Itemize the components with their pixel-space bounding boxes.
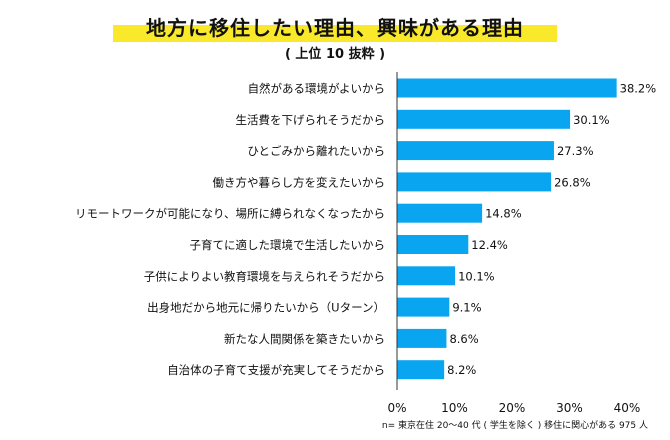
- title-highlight: [113, 25, 557, 42]
- bar: [397, 203, 483, 223]
- value-label: 8.2%: [447, 363, 476, 377]
- value-label: 26.8%: [554, 175, 591, 189]
- category-label: 子供によりよい教育環境を与えられそうだから: [144, 269, 385, 283]
- x-tick-label: 30%: [556, 401, 583, 415]
- category-label: 自然がある環境がよいから: [248, 82, 385, 96]
- chart-title: 地方に移住したい理由、興味がある理由: [146, 16, 524, 40]
- bar: [397, 109, 571, 129]
- value-label: 8.6%: [449, 332, 478, 346]
- bar: [397, 328, 447, 348]
- category-label: 新たな人間関係を築きたいから: [224, 332, 385, 346]
- value-label: 9.1%: [452, 301, 481, 315]
- bar: [397, 78, 617, 98]
- x-tick-label: 20%: [499, 401, 526, 415]
- bar: [397, 297, 450, 317]
- value-label: 12.4%: [471, 238, 508, 252]
- category-label: 働き方や暮らし方を変えたいから: [213, 175, 386, 189]
- bar: [397, 172, 552, 192]
- value-label: 14.8%: [485, 207, 522, 221]
- chart-subtitle: ( 上位 10 抜粋 ): [284, 47, 386, 62]
- x-tick-label: 0%: [387, 401, 406, 415]
- bar: [397, 235, 469, 254]
- sample-note: n= 東京在住 20〜40 代 ( 学生を除く ) 移住に関心がある 975 人: [381, 421, 648, 431]
- bar: [397, 360, 445, 380]
- value-label: 38.2%: [620, 82, 657, 96]
- bar: [397, 141, 554, 161]
- value-label: 27.3%: [557, 144, 594, 158]
- category-label: 生活費を下げられそうだから: [236, 113, 386, 127]
- value-label: 10.1%: [458, 269, 495, 283]
- x-tick-label: 10%: [441, 401, 468, 415]
- category-label: リモートワークが可能になり、場所に縛られなくなったから: [75, 207, 385, 221]
- x-tick-label: 40%: [614, 401, 641, 415]
- category-label: 出身地だから地元に帰りたいから（Uターン）: [147, 301, 385, 315]
- value-label: 30.1%: [573, 113, 610, 127]
- category-label: ひとごみから離れたいから: [247, 144, 385, 158]
- bar: [397, 266, 456, 286]
- category-label: 自治体の子育て支援が充実してそうだから: [167, 363, 385, 377]
- category-label: 子育てに適した環境で生活したいから: [190, 238, 386, 252]
